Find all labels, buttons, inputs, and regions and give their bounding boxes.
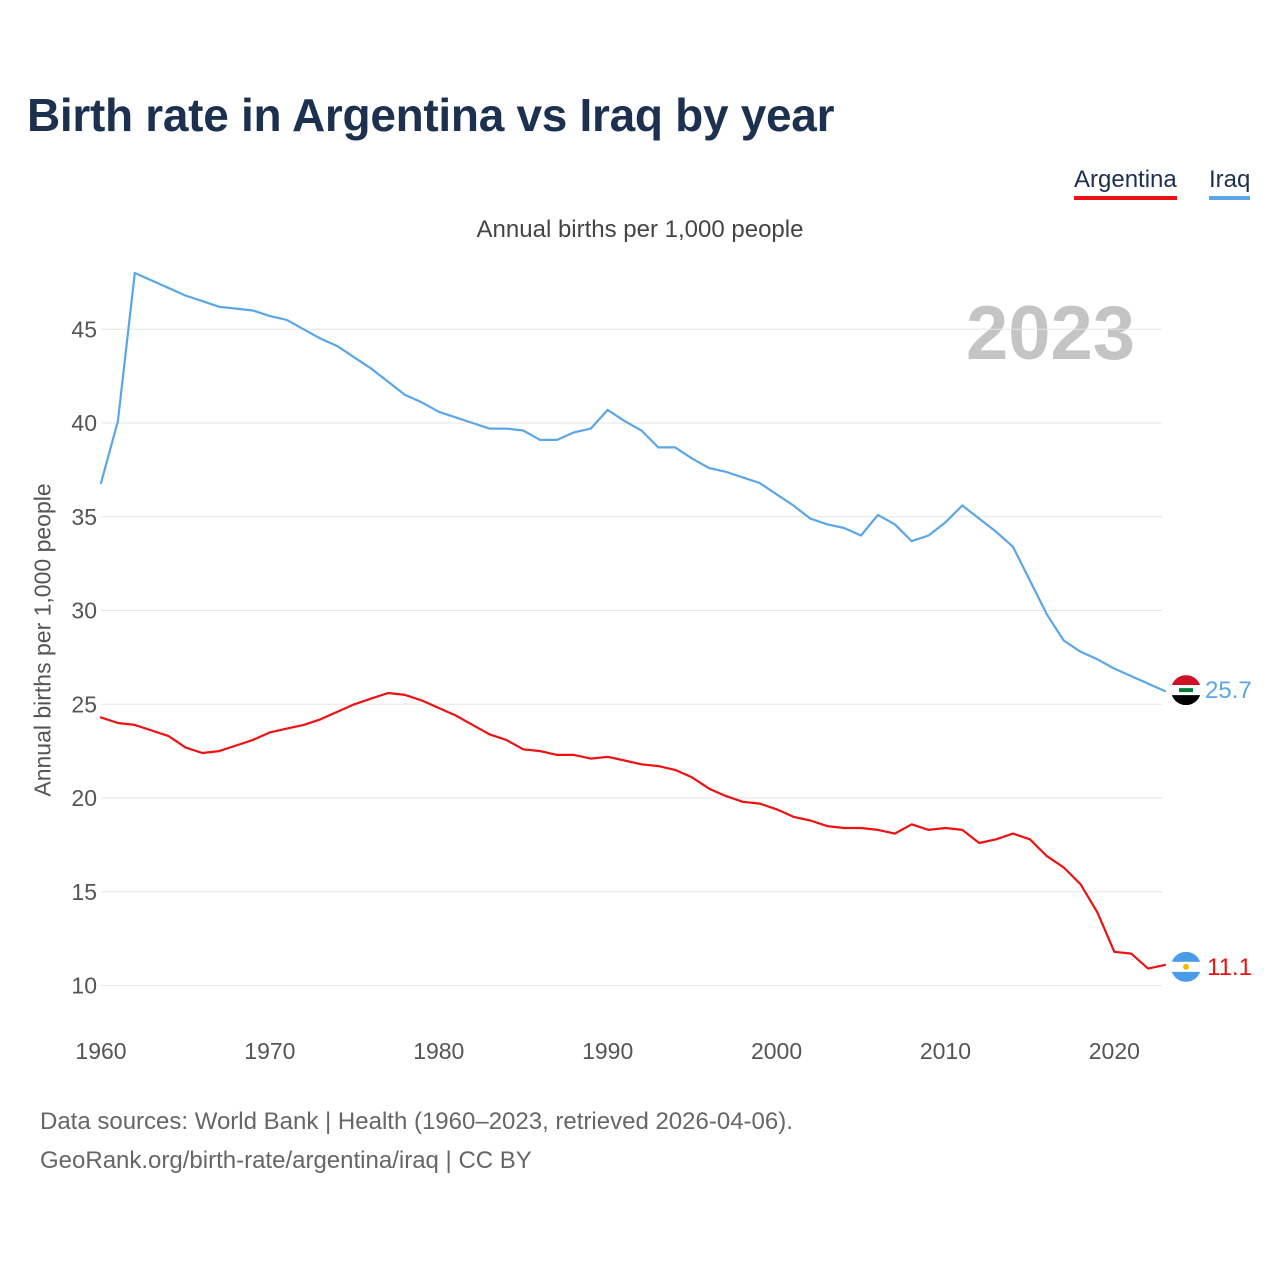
x-tick-label: 1970 (244, 1038, 295, 1064)
series-lines (99, 271, 1167, 970)
chart-subtitle: Annual births per 1,000 people (476, 216, 804, 243)
year-label: 2023 (966, 291, 1136, 376)
argentina-flag-icon (1171, 951, 1201, 982)
y-tick-label: 30 (71, 598, 97, 624)
iraq-end-value: 25.7 (1205, 677, 1252, 704)
argentina-end-value: 11.1 (1207, 954, 1252, 981)
y-tick-label: 15 (71, 879, 97, 905)
y-tick-label: 25 (71, 691, 97, 717)
x-tick-label: 1980 (413, 1038, 464, 1064)
y-tick-label: 40 (71, 410, 97, 436)
x-tick-label: 2020 (1089, 1038, 1140, 1064)
legend-iraq[interactable]: Iraq (1209, 166, 1251, 200)
iraq-flag-icon (1171, 675, 1201, 706)
y-tick-label: 45 (71, 316, 97, 342)
x-tick-label: 1960 (75, 1038, 126, 1064)
series-line-iraq (99, 271, 1167, 693)
y-tick-label: 20 (71, 785, 97, 811)
y-tick-label: 10 (71, 973, 97, 999)
x-tick-label: 1990 (582, 1038, 633, 1064)
credit-link[interactable]: GeoRank.org/birth-rate/argentina/iraq | … (40, 1147, 532, 1174)
chart-title: Birth rate in Argentina vs Iraq by year (27, 89, 835, 141)
legend-argentina[interactable]: Argentina (1074, 166, 1177, 200)
x-tick-label: 2010 (920, 1038, 971, 1064)
data-source-note: Data sources: World Bank | Health (1960–… (40, 1108, 793, 1135)
series-line-argentina (99, 691, 1167, 970)
grid-lines (101, 328, 1162, 986)
end-markers (1171, 675, 1201, 982)
x-tick-label: 2000 (751, 1038, 802, 1064)
x-tick-labels: 1960 1970 1980 1990 2000 2010 2020 (75, 1038, 1140, 1064)
y-tick-labels: 10 15 20 25 30 35 40 45 (71, 316, 97, 998)
y-tick-label: 35 (71, 504, 97, 530)
